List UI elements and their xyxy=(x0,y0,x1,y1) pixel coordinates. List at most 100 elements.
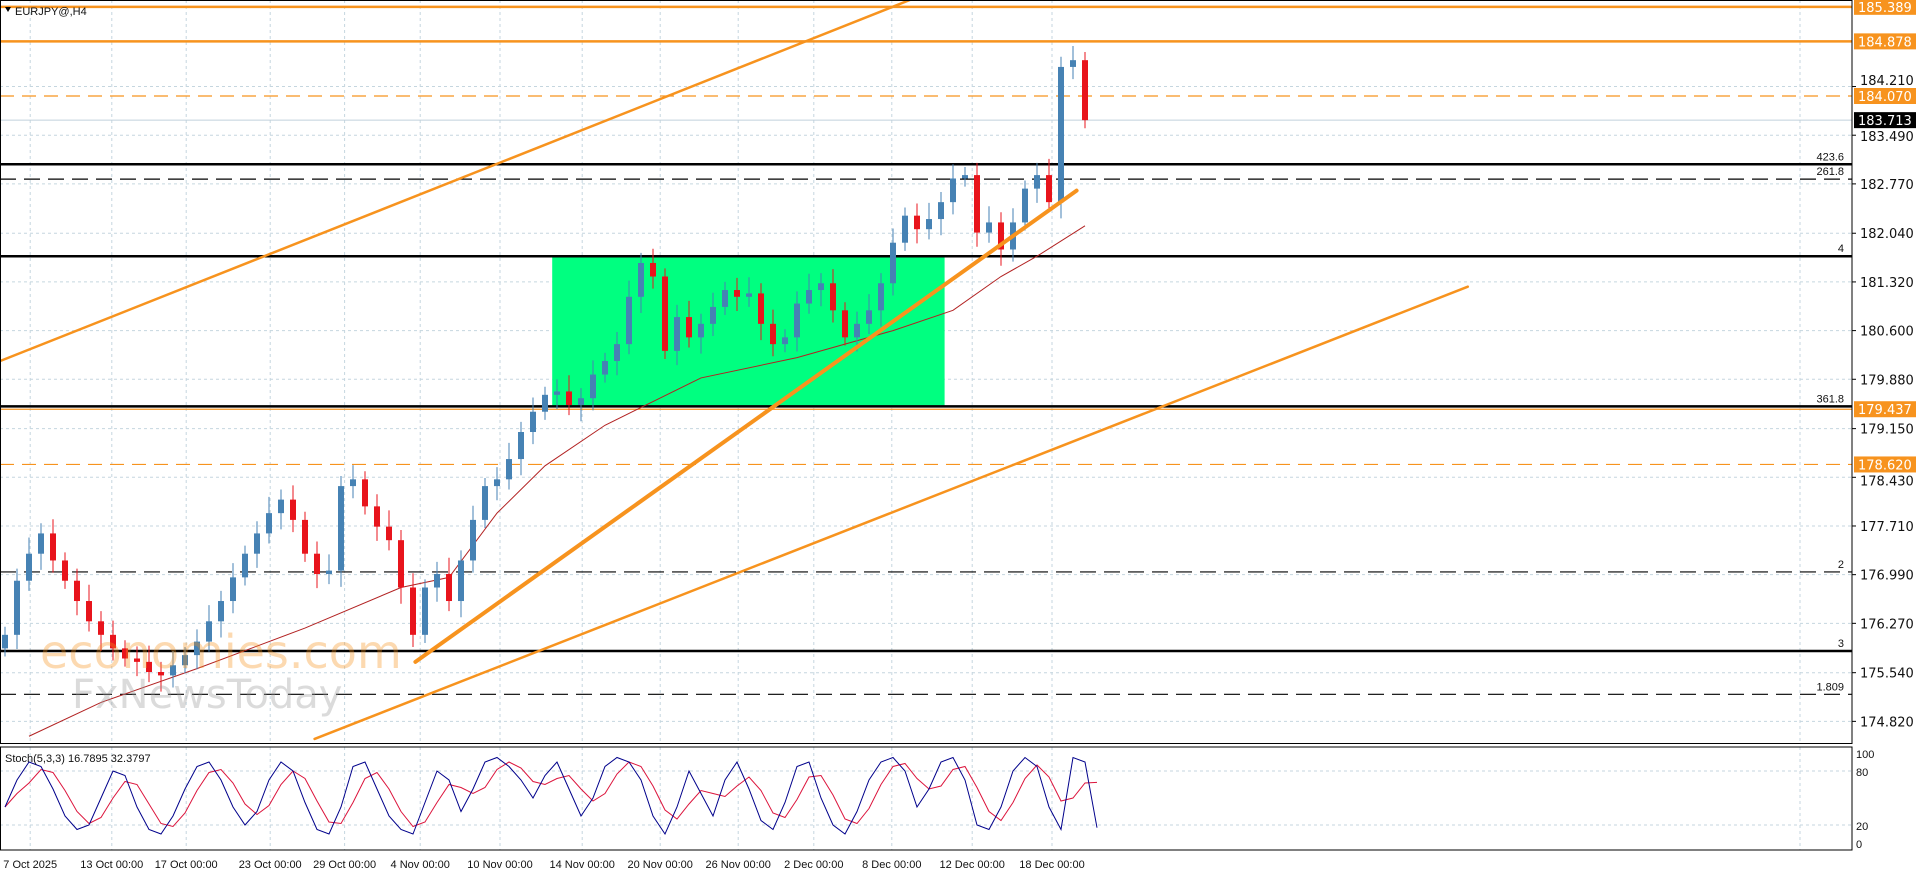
candle-body xyxy=(950,178,956,203)
x-tick-label: 23 Oct 00:00 xyxy=(239,859,302,871)
price-label: 185.389 xyxy=(1858,1,1912,16)
x-tick-label: 13 Oct 00:00 xyxy=(80,859,143,871)
watermark: economies.com FxNewsToday xyxy=(40,625,402,718)
x-tick-label: 2 Dec 00:00 xyxy=(784,859,843,871)
candle-body xyxy=(386,526,392,541)
x-tick-label: 4 Nov 00:00 xyxy=(391,859,450,871)
candle-body xyxy=(722,290,728,307)
candle-body xyxy=(962,175,968,179)
price-label: 184.878 xyxy=(1858,35,1912,50)
candle-body xyxy=(230,577,236,602)
triangle-down-icon[interactable] xyxy=(5,7,11,12)
candle-body xyxy=(134,658,140,662)
candles xyxy=(2,45,1088,692)
candle-body xyxy=(614,344,620,362)
trendline xyxy=(313,285,1470,741)
candle-body xyxy=(470,519,476,561)
rectangle-zone[interactable] xyxy=(552,256,945,407)
candle-body xyxy=(362,479,368,507)
candle-body xyxy=(626,296,632,345)
candle-body xyxy=(158,672,164,676)
candle-body xyxy=(62,560,68,581)
candle-body xyxy=(326,570,332,574)
price-label-box xyxy=(1854,401,1916,418)
stoch-k-line xyxy=(4,756,1098,836)
stoch-level-label: 80 xyxy=(1856,767,1868,779)
candle-body xyxy=(422,587,428,635)
candle-body xyxy=(1058,66,1064,203)
candle-body xyxy=(1046,175,1052,203)
candle-body xyxy=(986,222,992,233)
stoch-label: Stoch(5,3,3) 16.7895 32.3797 xyxy=(5,753,151,765)
candle-body xyxy=(98,621,104,635)
candle-body xyxy=(698,323,704,338)
candle-body xyxy=(122,648,128,659)
grid xyxy=(0,0,1852,850)
current-price-label: 183.713 xyxy=(1858,114,1912,129)
y-tick-label: 179.150 xyxy=(1860,423,1914,438)
candle-body xyxy=(1082,60,1088,121)
x-tick-label: 18 Dec 00:00 xyxy=(1019,859,1084,871)
candle-body xyxy=(662,276,668,351)
candle-body xyxy=(770,323,776,345)
candle-body xyxy=(806,290,812,304)
x-tick-label: 7 Oct 2025 xyxy=(3,859,57,871)
x-tick-label: 26 Nov 00:00 xyxy=(705,859,770,871)
stochastic-panel xyxy=(4,756,1098,836)
fib-level-label: 261.8 xyxy=(1816,166,1844,178)
candle-body xyxy=(866,310,872,324)
y-tick-label: 177.710 xyxy=(1860,520,1914,535)
candle-body xyxy=(254,533,260,554)
candle-body xyxy=(926,219,932,230)
candle-body xyxy=(38,533,44,554)
watermark-economies: economies.com xyxy=(40,625,402,679)
candle-body xyxy=(458,560,464,602)
candle-body xyxy=(206,621,212,642)
y-tick-label: 182.040 xyxy=(1860,227,1914,242)
candle-body xyxy=(302,519,308,554)
candle-body xyxy=(182,655,188,666)
y-tick-label: 184.210 xyxy=(1860,74,1914,89)
candle-body xyxy=(1034,175,1040,189)
main-panel-border xyxy=(0,0,1853,744)
candle-body xyxy=(2,634,8,649)
price-label: 178.620 xyxy=(1858,458,1912,473)
fib-level-label: 361.8 xyxy=(1816,393,1844,405)
candle-body xyxy=(194,641,200,656)
candle-body xyxy=(446,573,452,602)
horizontal-lines[interactable]: 423.6 261.8 4 361.8 2 3 1.809 xyxy=(0,5,1852,695)
price-label-box xyxy=(1854,33,1916,50)
stoch-panel-border xyxy=(0,746,1853,851)
stoch-level-label: 20 xyxy=(1856,821,1868,833)
candle-body xyxy=(710,306,716,324)
y-tick-label: 176.990 xyxy=(1860,569,1914,584)
candle-body xyxy=(782,337,788,345)
watermark-fxnewstoday: FxNewsToday xyxy=(72,672,342,718)
candle-body xyxy=(338,486,344,571)
candle-body xyxy=(218,601,224,622)
candle-body xyxy=(266,513,272,534)
candle-body xyxy=(278,499,284,514)
candle-body xyxy=(146,661,152,673)
candle-body xyxy=(518,432,524,460)
fib-level-label: 2 xyxy=(1838,559,1844,571)
trendlines[interactable] xyxy=(0,0,1470,741)
candle-body xyxy=(1022,188,1028,223)
candle-body xyxy=(890,242,896,284)
candle-body xyxy=(74,580,80,602)
candle-body xyxy=(842,310,848,338)
price-label-box xyxy=(1854,456,1916,473)
chart-title[interactable]: EURJPY@,H4 xyxy=(5,6,87,18)
y-tick-label: 174.820 xyxy=(1860,715,1914,730)
y-tick-label: 175.540 xyxy=(1860,667,1914,682)
price-label: 184.070 xyxy=(1858,90,1912,105)
y-tick-label: 179.880 xyxy=(1860,373,1914,388)
y-tick-label: 178.430 xyxy=(1860,474,1914,489)
x-tick-label: 20 Nov 00:00 xyxy=(627,859,692,871)
candle-body xyxy=(746,293,752,297)
candle-body xyxy=(578,398,584,405)
candle-body xyxy=(14,580,20,635)
candle-body xyxy=(506,459,512,480)
